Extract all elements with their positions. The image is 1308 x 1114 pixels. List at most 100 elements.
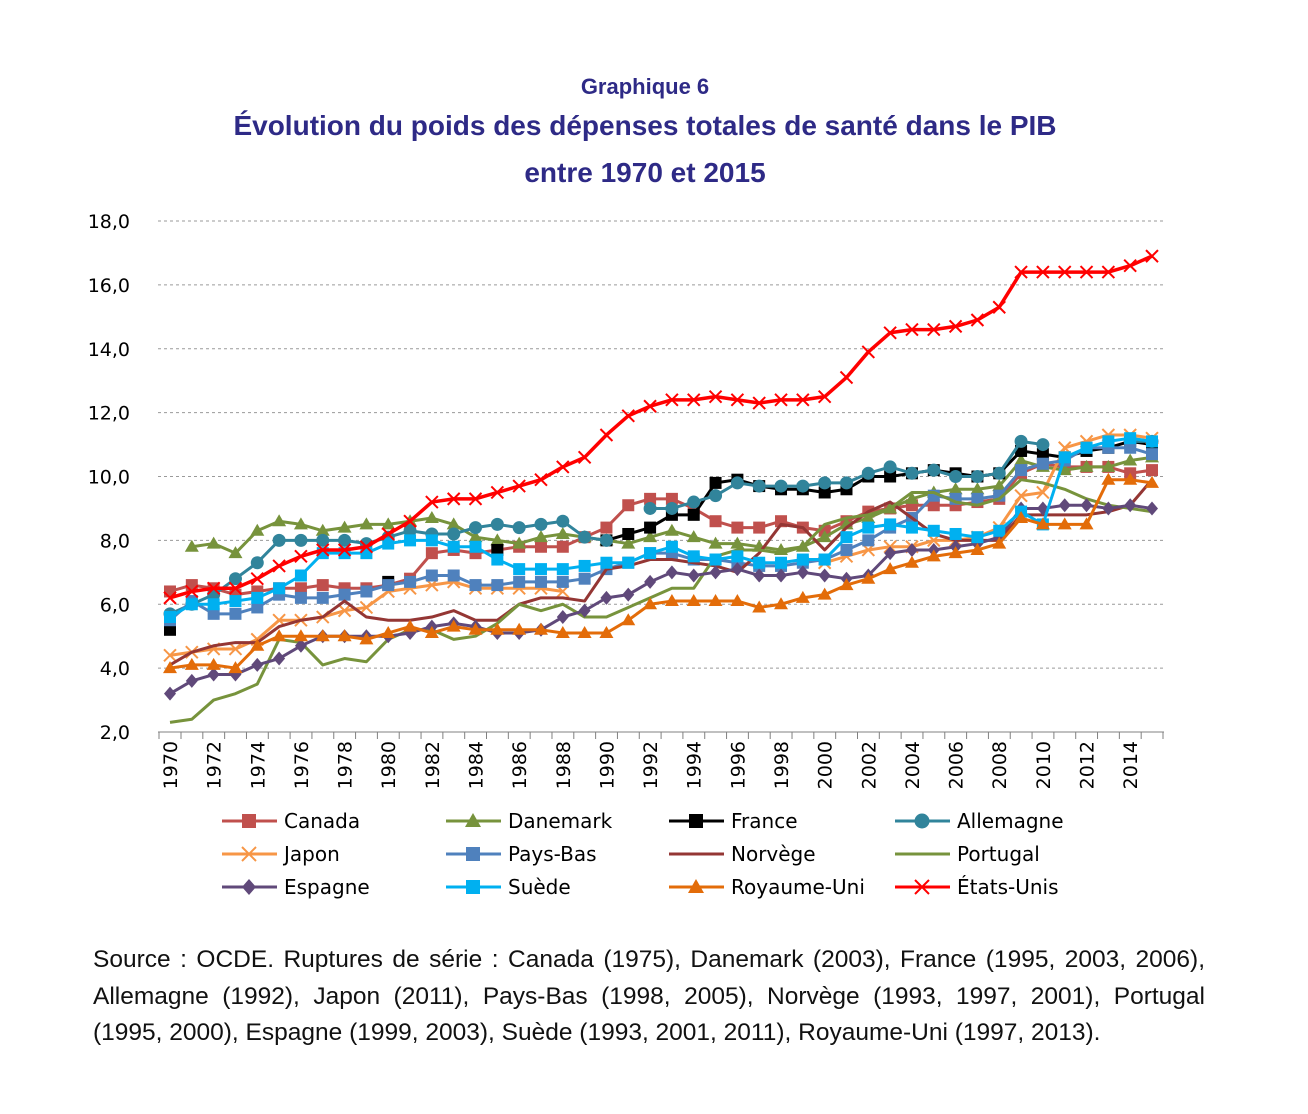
data-point xyxy=(1145,475,1159,488)
data-point xyxy=(251,585,264,598)
data-point xyxy=(164,623,176,636)
data-point xyxy=(817,587,832,600)
data-point xyxy=(774,597,789,610)
data-point xyxy=(512,536,527,549)
data-point xyxy=(709,515,722,528)
data-point xyxy=(904,491,919,504)
data-point xyxy=(381,625,396,638)
data-point xyxy=(164,611,176,624)
data-point xyxy=(949,470,963,483)
data-point xyxy=(1014,265,1028,279)
data-point xyxy=(337,603,352,618)
data-point xyxy=(731,521,744,534)
data-point xyxy=(622,587,635,602)
data-point xyxy=(251,591,264,604)
series-portugal xyxy=(169,478,1153,724)
y-tick-label: 18,0 xyxy=(88,211,130,233)
data-point xyxy=(382,579,395,592)
data-point xyxy=(1080,498,1093,513)
data-point xyxy=(731,562,744,577)
data-point xyxy=(1146,435,1158,448)
x-tick-label: 1976 xyxy=(291,741,313,789)
data-point xyxy=(752,600,767,613)
data-point xyxy=(447,569,460,582)
data-point xyxy=(250,638,265,651)
data-point xyxy=(534,540,547,553)
data-point xyxy=(949,527,962,540)
data-point xyxy=(839,476,853,490)
data-point xyxy=(359,540,374,554)
data-point xyxy=(404,575,417,588)
data-point xyxy=(512,622,527,635)
data-point xyxy=(1145,249,1159,263)
data-point xyxy=(775,568,788,583)
data-point xyxy=(817,530,832,543)
graph-label: Graphique 6 xyxy=(580,74,710,99)
x-tick-label: 1984 xyxy=(466,741,488,789)
data-point xyxy=(556,610,569,625)
data-point xyxy=(1014,511,1029,524)
data-point xyxy=(927,524,940,537)
data-point xyxy=(708,536,723,549)
legend-marker xyxy=(241,846,257,862)
data-point xyxy=(840,531,853,544)
data-point xyxy=(992,466,1006,480)
legend-label: Danemark xyxy=(508,809,613,833)
data-point xyxy=(469,540,482,553)
data-point xyxy=(1036,485,1050,500)
data-point xyxy=(381,517,396,530)
data-point xyxy=(971,531,984,544)
data-point xyxy=(643,530,658,543)
data-point xyxy=(774,393,788,407)
data-point xyxy=(622,527,635,540)
data-point xyxy=(796,479,810,493)
data-point xyxy=(927,499,940,512)
data-point xyxy=(555,526,570,539)
data-point xyxy=(469,521,483,535)
data-point xyxy=(862,534,875,547)
data-point xyxy=(1014,453,1029,466)
data-point xyxy=(687,495,701,509)
data-point xyxy=(1015,464,1028,477)
data-point xyxy=(1058,451,1071,464)
x-tick-label: 1994 xyxy=(684,741,706,789)
data-point xyxy=(927,463,941,477)
data-point xyxy=(293,629,308,642)
x-tick-label: 2008 xyxy=(989,741,1011,789)
data-point xyxy=(1080,441,1093,454)
data-point xyxy=(1123,472,1138,485)
data-point xyxy=(861,345,876,359)
legend: Canada Danemark France Allemagne Japon Pays-B… xyxy=(222,809,1064,899)
data-point xyxy=(513,563,526,576)
data-point xyxy=(228,661,243,674)
x-tick-label: 1978 xyxy=(335,741,357,789)
data-point xyxy=(577,625,592,638)
legend-marker xyxy=(688,879,704,893)
legend-marker xyxy=(466,880,480,894)
data-point xyxy=(251,657,264,672)
data-point xyxy=(403,514,417,528)
data-point xyxy=(294,569,307,582)
y-tick-label: 2,0 xyxy=(100,722,130,744)
legend-entry: Royaume-Uni xyxy=(669,875,865,899)
data-point xyxy=(163,648,177,663)
data-point xyxy=(687,393,701,407)
data-point xyxy=(796,393,810,407)
x-tick-label: 1972 xyxy=(204,741,226,789)
data-point xyxy=(992,300,1006,314)
source-note: Source : OCDE. Ruptures de série : Canad… xyxy=(93,946,1205,1046)
data-point xyxy=(556,563,569,576)
data-point xyxy=(926,549,941,562)
data-point xyxy=(359,632,374,645)
data-point xyxy=(643,399,657,413)
data-point xyxy=(686,594,701,607)
series-line xyxy=(169,446,1153,622)
data-point xyxy=(621,613,636,626)
data-point xyxy=(664,523,679,536)
data-point xyxy=(206,657,221,670)
x-tick-label: 1970 xyxy=(160,741,182,789)
data-point xyxy=(752,396,766,410)
x-tick-label: 1990 xyxy=(596,741,618,789)
data-point xyxy=(315,629,330,642)
data-point xyxy=(1058,498,1071,513)
